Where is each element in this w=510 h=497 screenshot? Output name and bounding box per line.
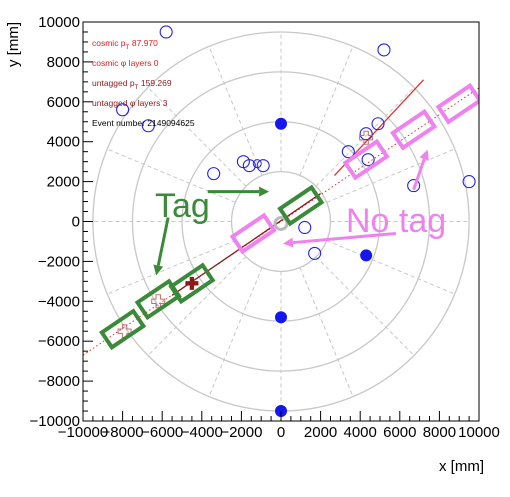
y-tick-label: −10000 bbox=[30, 413, 80, 430]
grid-circle bbox=[230, 170, 332, 273]
arrow-head bbox=[153, 264, 164, 276]
y-tick-label: −4000 bbox=[38, 293, 80, 310]
arrow-head bbox=[259, 186, 270, 197]
grid-spoke bbox=[299, 267, 354, 397]
chamber-boxes bbox=[99, 82, 479, 351]
x-axis-title: x [mm] bbox=[439, 458, 484, 475]
arrow-shaft bbox=[292, 231, 396, 245]
arrow-head bbox=[419, 149, 429, 161]
open-hit-point bbox=[462, 175, 476, 189]
x-tick-label: 6000 bbox=[383, 424, 416, 441]
y-tick-label: 8000 bbox=[47, 54, 80, 71]
y-tick-label: 2000 bbox=[47, 174, 80, 191]
open-hit-point bbox=[341, 145, 355, 159]
no-tag-arrow bbox=[282, 231, 396, 248]
x-tick-label: 8000 bbox=[423, 424, 456, 441]
no-tag-chamber-box bbox=[435, 82, 479, 125]
grid-spoke bbox=[107, 240, 236, 295]
annotation-callouts: Tag No tag bbox=[153, 149, 446, 276]
untagged-track-segment bbox=[171, 193, 321, 296]
grid-spoke bbox=[315, 256, 415, 356]
y-tick-label: −6000 bbox=[38, 333, 80, 350]
open-hit-point bbox=[256, 159, 270, 173]
arrow-head bbox=[282, 237, 294, 248]
grid-spoke bbox=[147, 87, 247, 187]
event-info-line: cosmic pT 87.970 bbox=[92, 38, 158, 51]
x-tick-label: 4000 bbox=[344, 424, 377, 441]
x-tick-label: −8000 bbox=[102, 424, 144, 441]
grid-spoke bbox=[208, 267, 263, 397]
y-tick-label: 6000 bbox=[47, 94, 80, 111]
open-hit-point bbox=[377, 43, 391, 57]
open-hit-point bbox=[361, 153, 375, 167]
grid-spoke bbox=[208, 46, 263, 176]
x-tick-label: 2000 bbox=[304, 424, 337, 441]
event-info: cosmic pT 87.970 cosmic φ layers 0 untagge… bbox=[92, 38, 195, 128]
grid-spoke bbox=[299, 46, 354, 176]
tag-arrow bbox=[207, 186, 270, 197]
open-hit-point bbox=[298, 220, 312, 235]
filled-hit-point bbox=[275, 311, 287, 324]
filled-hit-point bbox=[275, 117, 287, 130]
grid-spoke bbox=[326, 148, 455, 203]
y-tick-label: 10000 bbox=[38, 14, 80, 31]
grid-spoke bbox=[147, 256, 247, 356]
event-info-line: cosmic φ layers 0 bbox=[92, 58, 159, 68]
open-hit-point bbox=[371, 117, 385, 131]
open-hit-point bbox=[242, 159, 256, 173]
grid-spoke bbox=[315, 87, 415, 187]
x-tick-label: −2000 bbox=[220, 424, 262, 441]
open-hit-point bbox=[407, 179, 421, 193]
hits bbox=[116, 25, 476, 418]
x-tick-label: −10000 bbox=[58, 424, 108, 441]
y-tick-label: −2000 bbox=[38, 253, 80, 270]
x-tick-label: −4000 bbox=[181, 424, 223, 441]
no-tag-chamber-box bbox=[342, 138, 390, 181]
y-tick-label: 0 bbox=[72, 214, 80, 231]
open-hit-point-small bbox=[252, 159, 262, 169]
grid-spoke bbox=[326, 240, 455, 295]
tag-chamber-box bbox=[277, 184, 325, 227]
y-tick-label: 4000 bbox=[47, 134, 80, 151]
x-tick-label: 0 bbox=[277, 424, 285, 441]
open-hit-point bbox=[116, 103, 130, 117]
grid-spoke bbox=[107, 148, 236, 203]
x-tick-label: −6000 bbox=[141, 424, 183, 441]
no-tag-arrow bbox=[412, 149, 429, 191]
open-hit-point bbox=[207, 167, 221, 181]
hollow-cross-marker bbox=[359, 130, 374, 145]
vertex-marker bbox=[273, 215, 289, 231]
event-info-line: Event number 2149094625 bbox=[92, 118, 195, 128]
open-hit-point bbox=[308, 246, 322, 260]
tag-callout-label: Tag bbox=[155, 187, 210, 225]
no-tag-chamber-box bbox=[229, 212, 277, 255]
tag-chamber-box bbox=[134, 278, 182, 321]
axis-ticks: −10000−8000−6000−4000−2000 0 2000 4000 6000 8… bbox=[30, 14, 500, 441]
open-hit-point bbox=[359, 127, 373, 141]
y-tick-label: −8000 bbox=[38, 373, 80, 390]
x-tick-label: 10000 bbox=[458, 424, 500, 441]
cross-marker bbox=[185, 276, 199, 290]
tag-arrow bbox=[153, 217, 170, 276]
filled-hit-point bbox=[360, 249, 373, 262]
arrow-shaft bbox=[412, 158, 426, 191]
open-hit-point bbox=[141, 119, 155, 133]
event-info-line: untagged φ layers 3 bbox=[92, 98, 168, 108]
no-tag-callout-label: No tag bbox=[346, 202, 446, 240]
open-hit-point bbox=[159, 25, 173, 39]
arrow-shaft bbox=[156, 217, 170, 266]
no-tag-chamber-box bbox=[390, 108, 438, 151]
tag-chamber-box bbox=[99, 308, 147, 351]
y-axis-title: y [mm] bbox=[5, 22, 22, 67]
event-info-line: untagged pT 159.269 bbox=[92, 78, 172, 91]
